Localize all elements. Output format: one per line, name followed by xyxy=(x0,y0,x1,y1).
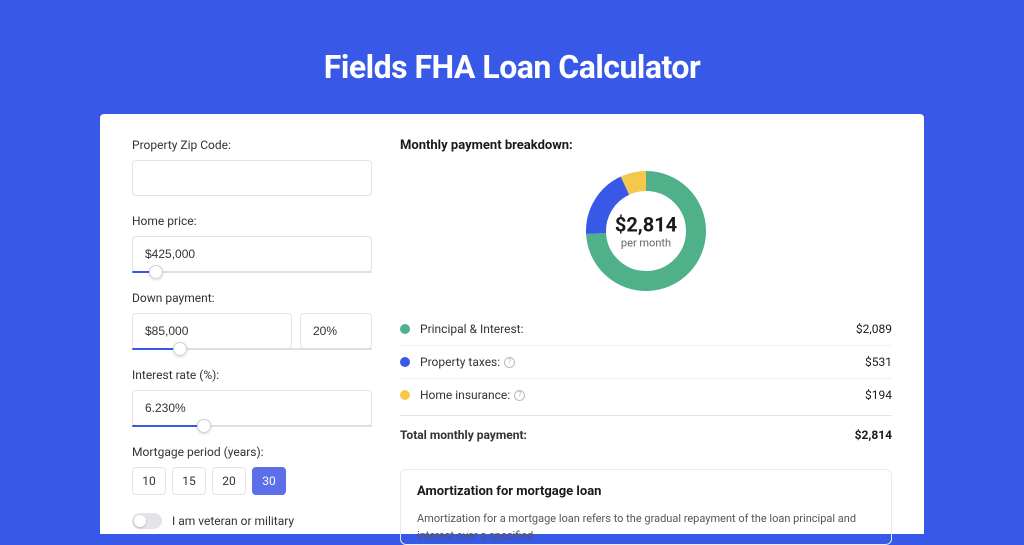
calculator-card: Property Zip Code: Home price: Down paym… xyxy=(100,114,924,534)
swatch-icon xyxy=(400,324,410,334)
breakdown-row-value: $2,089 xyxy=(856,322,892,336)
down-payment-field-group: Down payment: xyxy=(132,291,372,350)
amortization-card: Amortization for mortgage loan Amortizat… xyxy=(400,469,892,545)
home-price-field-group: Home price: xyxy=(132,214,372,273)
breakdown-row-label: Home insurance:? xyxy=(420,388,865,402)
interest-rate-slider[interactable] xyxy=(132,425,372,427)
period-option-10[interactable]: 10 xyxy=(132,467,166,495)
total-label: Total monthly payment: xyxy=(400,428,855,442)
donut-chart: $2,814 per month xyxy=(400,171,892,291)
page-title: Fields FHA Loan Calculator xyxy=(0,0,1024,114)
home-price-input[interactable] xyxy=(132,236,372,272)
breakdown-row: Principal & Interest:$2,089 xyxy=(400,313,892,345)
total-value: $2,814 xyxy=(855,428,892,442)
breakdown-row-label: Principal & Interest: xyxy=(420,322,856,336)
interest-rate-slider-thumb[interactable] xyxy=(197,419,211,433)
donut-center: $2,814 per month xyxy=(615,213,677,250)
interest-rate-label: Interest rate (%): xyxy=(132,368,372,382)
swatch-icon xyxy=(400,357,410,367)
breakdown-row-label: Property taxes:? xyxy=(420,355,865,369)
breakdown-row-value: $194 xyxy=(865,388,892,402)
donut-sub: per month xyxy=(615,237,677,250)
interest-rate-field-group: Interest rate (%): xyxy=(132,368,372,427)
zip-input[interactable] xyxy=(132,160,372,196)
veteran-toggle-label: I am veteran or military xyxy=(172,514,294,528)
home-price-label: Home price: xyxy=(132,214,372,228)
veteran-toggle[interactable] xyxy=(132,513,162,529)
breakdown-list: Principal & Interest:$2,089Property taxe… xyxy=(400,313,892,411)
veteran-toggle-knob xyxy=(134,515,146,527)
donut-segment xyxy=(625,181,646,186)
down-payment-pct-input[interactable] xyxy=(300,313,372,349)
form-column: Property Zip Code: Home price: Down paym… xyxy=(132,138,372,534)
donut-amount: $2,814 xyxy=(615,213,677,237)
down-payment-slider-thumb[interactable] xyxy=(173,342,187,356)
down-payment-amount-input[interactable] xyxy=(132,313,292,349)
veteran-toggle-row: I am veteran or military xyxy=(132,513,372,529)
period-option-20[interactable]: 20 xyxy=(212,467,246,495)
period-field-group: Mortgage period (years): 10152030 xyxy=(132,445,372,495)
interest-rate-slider-fill xyxy=(132,425,204,427)
period-option-30[interactable]: 30 xyxy=(252,467,286,495)
swatch-icon xyxy=(400,390,410,400)
results-column: Monthly payment breakdown: $2,814 per mo… xyxy=(400,138,892,534)
info-icon[interactable]: ? xyxy=(504,357,515,368)
breakdown-row: Property taxes:?$531 xyxy=(400,345,892,378)
amortization-body: Amortization for a mortgage loan refers … xyxy=(417,511,875,544)
down-payment-slider[interactable] xyxy=(132,348,372,350)
interest-rate-input[interactable] xyxy=(132,390,372,426)
info-icon[interactable]: ? xyxy=(514,390,525,401)
breakdown-row-value: $531 xyxy=(865,355,892,369)
period-label: Mortgage period (years): xyxy=(132,445,372,459)
down-payment-label: Down payment: xyxy=(132,291,372,305)
zip-label: Property Zip Code: xyxy=(132,138,372,152)
home-price-slider[interactable] xyxy=(132,271,372,273)
period-options: 10152030 xyxy=(132,467,372,495)
zip-field-group: Property Zip Code: xyxy=(132,138,372,196)
period-option-15[interactable]: 15 xyxy=(172,467,206,495)
home-price-slider-thumb[interactable] xyxy=(149,265,163,279)
total-row: Total monthly payment: $2,814 xyxy=(400,415,892,451)
amortization-heading: Amortization for mortgage loan xyxy=(417,484,875,499)
breakdown-heading: Monthly payment breakdown: xyxy=(400,138,892,153)
breakdown-row: Home insurance:?$194 xyxy=(400,378,892,411)
